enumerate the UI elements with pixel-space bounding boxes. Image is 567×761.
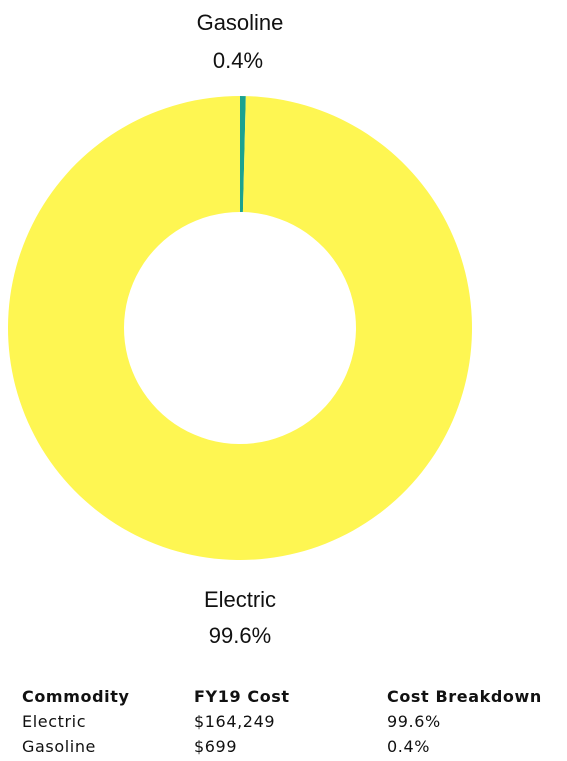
cell-commodity: Gasoline (22, 737, 97, 756)
slice-electric (7, 96, 472, 560)
table-header-row: Commodity FY19 Cost Cost Breakdown (22, 684, 567, 709)
cost-table: Commodity FY19 Cost Cost Breakdown Elect… (22, 684, 567, 759)
slices-layer (7, 96, 472, 560)
label-electric-value: 99.6% (209, 623, 271, 648)
cell-cost: $164,249 (194, 712, 276, 731)
cell-commodity: Electric (22, 712, 87, 731)
table-row: Electric $164,249 99.6% (22, 709, 567, 734)
header-fy19-cost: FY19 Cost (194, 687, 290, 706)
label-electric-name: Electric (204, 587, 276, 612)
header-cost-breakdown: Cost Breakdown (387, 687, 542, 706)
cell-cost: $699 (194, 737, 238, 756)
slice-gasoline (240, 96, 246, 213)
label-gasoline-name: Gasoline (197, 10, 284, 35)
label-gasoline-value: 0.4% (213, 48, 263, 73)
table-row: Gasoline $699 0.4% (22, 734, 567, 759)
header-commodity: Commodity (22, 687, 130, 706)
donut-chart: Gasoline 0.4% Electric 99.6% (7, 10, 472, 648)
cell-breakdown: 0.4% (387, 737, 431, 756)
cell-breakdown: 99.6% (387, 712, 441, 731)
